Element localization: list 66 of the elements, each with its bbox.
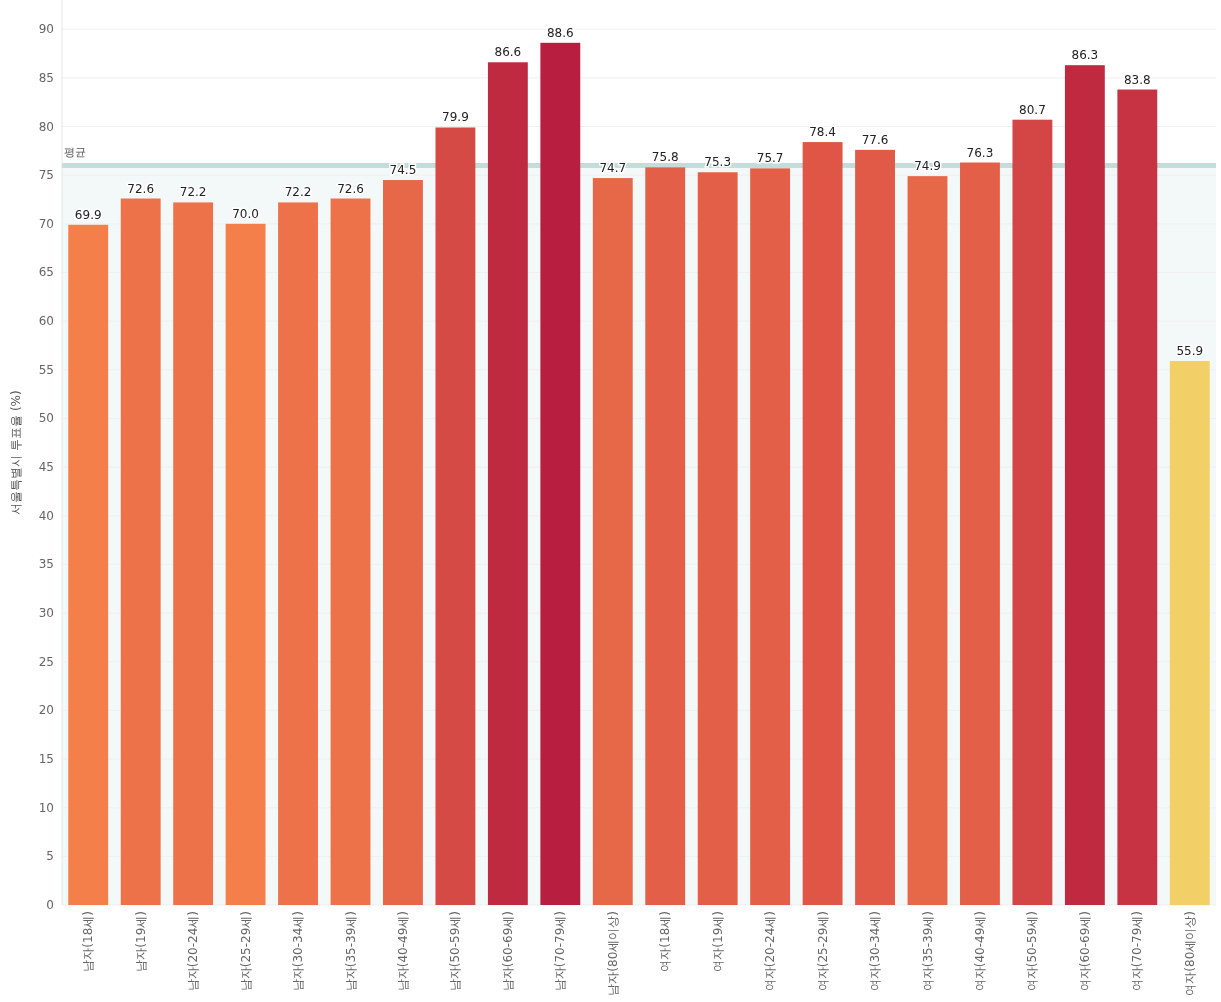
y-tick-label: 30 — [38, 606, 54, 621]
x-tick-label: 남자(30-34세) — [291, 911, 306, 992]
x-tick-label: 여자(19세) — [710, 911, 725, 972]
y-tick-label: 35 — [38, 557, 54, 572]
data-label: 83.8 — [1123, 72, 1151, 87]
x-tick-label: 여자(80세이상) — [1182, 911, 1197, 996]
y-tick-label: 80 — [38, 119, 54, 134]
y-tick-label: 10 — [38, 800, 54, 815]
y-tick-label: 25 — [38, 654, 54, 669]
x-tick-label: 남자(70-79세) — [553, 911, 568, 992]
data-label: 86.3 — [1071, 48, 1099, 63]
y-tick-label: 50 — [38, 411, 54, 426]
x-tick-label: 여자(30-34세) — [868, 911, 883, 992]
data-label: 77.6 — [861, 132, 889, 147]
data-label: 75.3 — [704, 155, 732, 170]
x-tick-label: 여자(70-79세) — [1130, 911, 1145, 992]
y-tick-label: 20 — [38, 703, 54, 718]
ref-line-label: 평균 — [64, 146, 86, 160]
x-tick-label: 여자(35-39세) — [920, 911, 935, 992]
data-label: 74.9 — [914, 159, 941, 174]
x-tick-label: 남자(25-29세) — [238, 911, 253, 992]
data-label: 72.6 — [127, 181, 155, 196]
x-tick-label: 남자(35-39세) — [343, 911, 358, 992]
data-label: 72.2 — [179, 185, 207, 200]
x-tick-label: 여자(60-69세) — [1077, 911, 1092, 992]
plot: 0 5 10 15 20 25 30 35 40 45 50 55 60 65 70 75 80 85 90 평균 69.9 72.6 72.2 70.0 72.2 72.6 74.5 79.9 86.6 88.6 74.7 75.8 75.3 75.7 78.4 77.6 74.9 76.3 80.7 86.3 83.8 55.9 남자(18세) 남자(19세) 남자(20-24세) 남자(25-29세) 남자(30-34세) 남자(35-39세) 남자(40-49세) 남자(50-59세) 남자(60-69세) 남자(70-79세) 남자(80세이상) 여자(18세) 여자(19세) 여자(20-24세) 여자(25-29세) 여자(30-34세) 여자(35-39세) 여자(40-49세) 여자(50-59세) 여자(60-69세) 여자(70-79세) 여자(80세이상) 서울특별시 투표율 (%) — [9, 0, 1217, 996]
data-label: 74.5 — [389, 163, 417, 178]
data-label: 88.6 — [546, 25, 574, 40]
data-label: 80.7 — [1019, 102, 1046, 117]
data-label: 75.7 — [756, 151, 784, 166]
x-tick-label: 여자(18세) — [658, 911, 673, 972]
data-label: 69.9 — [74, 207, 102, 222]
y-tick-label: 5 — [46, 849, 54, 864]
y-tick-label: 60 — [38, 314, 54, 329]
data-label: 70.0 — [232, 206, 259, 221]
y-tick-label: 0 — [46, 898, 54, 912]
data-label: 86.6 — [494, 45, 522, 60]
x-tick-label: 남자(60-69세) — [500, 911, 515, 992]
x-tick-label: 남자(40-49세) — [395, 911, 410, 992]
x-tick-label: 여자(20-24세) — [763, 911, 778, 992]
y-tick-label: 70 — [38, 216, 54, 231]
y-tick-label: 65 — [38, 265, 54, 280]
y-tick-label: 15 — [38, 752, 54, 767]
x-tick-label: 남자(18세) — [81, 911, 96, 972]
y-axis-title: 서울특별시 투표율 (%) — [9, 390, 23, 515]
y-tick-label: 90 — [38, 22, 54, 37]
y-tick-label: 40 — [38, 508, 54, 523]
data-label: 76.3 — [966, 145, 994, 160]
data-label: 75.8 — [651, 150, 679, 165]
data-label: 78.4 — [809, 125, 836, 140]
data-label: 79.9 — [442, 110, 469, 125]
y-tick-label: 45 — [38, 460, 54, 475]
y-tick-label: 55 — [38, 362, 54, 377]
data-label: 72.2 — [284, 185, 312, 200]
y-tick-label: 85 — [38, 70, 54, 85]
x-tick-label: 여자(25-29세) — [815, 911, 830, 992]
x-tick-label: 남자(80세이상) — [605, 911, 620, 996]
data-label: 72.6 — [337, 181, 364, 196]
data-label: 74.7 — [599, 161, 627, 176]
x-tick-label: 여자(50-59세) — [1025, 911, 1040, 992]
y-tick-label: 75 — [38, 168, 54, 183]
data-label: 55.9 — [1176, 344, 1204, 359]
x-tick-label: 남자(19세) — [133, 911, 148, 972]
x-tick-label: 여자(40-49세) — [972, 911, 987, 992]
x-tick-label: 남자(50-59세) — [448, 911, 463, 992]
x-tick-label: 남자(20-24세) — [186, 911, 201, 992]
